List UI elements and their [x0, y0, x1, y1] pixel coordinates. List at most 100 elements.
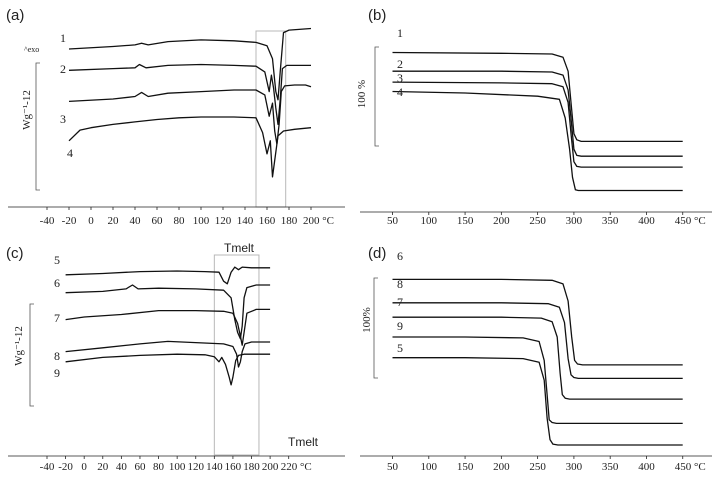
x-tick-label: 200	[493, 215, 510, 227]
series-label-4: 4	[67, 146, 73, 160]
x-tick-label: -40	[40, 215, 55, 227]
x-tick-label: 400	[638, 461, 655, 473]
x-tick-label: 140	[237, 215, 254, 227]
x-tick-label: 200	[493, 461, 510, 473]
series-line-7	[392, 316, 683, 400]
series-label-6: 6	[54, 276, 60, 290]
y-scale-bracket	[35, 62, 40, 191]
series-line-7	[65, 308, 271, 346]
x-tick-label: 400	[638, 215, 655, 227]
x-tick-label: 40	[116, 461, 128, 473]
y-scale-bracket	[29, 303, 34, 407]
series-label-1: 1	[60, 31, 66, 45]
series-label-3: 3	[60, 112, 66, 126]
x-tick-label: 300	[566, 461, 583, 473]
series-label-2: 2	[397, 57, 403, 71]
panel-4: (d) 100% 50 100 150 200 250 300 350 400 450 °C 6 8 7 9…	[360, 245, 712, 473]
x-tick-label: 50	[387, 461, 399, 473]
x-tick-label: 160	[225, 461, 242, 473]
x-tick-label: 20	[108, 215, 120, 227]
x-tick-label: 150	[457, 215, 474, 227]
series-label-4: 4	[397, 85, 403, 99]
x-tick-label: 150	[457, 461, 474, 473]
series-line-9	[65, 353, 271, 386]
x-tick-label: 100	[193, 215, 210, 227]
series-line-4	[68, 116, 312, 178]
panel-label: (d)	[368, 245, 386, 262]
series-line-8	[65, 340, 271, 368]
x-tick-label: 80	[153, 461, 165, 473]
x-tick-label: 20	[97, 461, 109, 473]
x-tick-label: -20	[58, 461, 73, 473]
x-tick-label: 250	[529, 461, 546, 473]
y-axis-label: Wg⁻¹-12	[13, 326, 25, 366]
x-tick-label: 450 °C	[675, 461, 706, 473]
x-tick-label: 300	[566, 215, 583, 227]
series-line-2	[68, 63, 311, 126]
series-line-3	[68, 84, 312, 145]
series-line-4	[392, 90, 683, 192]
x-tick-label: 100	[421, 461, 438, 473]
x-tick-label: 120	[187, 461, 204, 473]
melt-region-box	[213, 254, 260, 456]
series-line-5	[392, 357, 683, 446]
series-line-1	[68, 27, 312, 101]
y-scale-bracket	[373, 277, 378, 379]
x-tick-label: 0	[81, 461, 87, 473]
series-line-1	[392, 51, 683, 143]
x-tick-label: -20	[62, 215, 77, 227]
y-axis-label: 100 %	[356, 80, 368, 108]
x-tick-label: 80	[174, 215, 186, 227]
series-line-5	[65, 266, 271, 285]
series-label-6: 6	[397, 249, 403, 263]
x-tick-label: 450 °C	[675, 215, 706, 227]
series-label-9: 9	[397, 319, 403, 333]
x-tick-label: 200 °C	[303, 215, 334, 227]
series-label-2: 2	[60, 62, 66, 76]
x-tick-label: 50	[387, 215, 399, 227]
series-label-8: 8	[54, 349, 60, 363]
x-tick-label: 180	[243, 461, 260, 473]
x-tick-label: 350	[602, 215, 619, 227]
x-tick-label: 120	[215, 215, 232, 227]
y-scale-bracket	[374, 46, 379, 147]
series-line-8	[392, 302, 683, 380]
panel-1: (a) Wg⁻¹-12 -40 -20 0 20 40 60 80 100 120 140 160 180…	[6, 7, 345, 255]
x-tick-label: 200	[262, 461, 279, 473]
series-label-3: 3	[397, 71, 403, 85]
x-tick-label: 60	[152, 215, 164, 227]
series-label-5: 5	[54, 253, 60, 267]
series-label-7: 7	[54, 311, 60, 325]
panel-label: (a)	[6, 7, 24, 24]
x-tick-label: 180	[281, 215, 298, 227]
x-tick-label: 60	[134, 461, 146, 473]
exo-label: ^exo	[24, 45, 39, 54]
series-label-7: 7	[397, 295, 403, 309]
series-label-1: 1	[397, 26, 403, 40]
series-line-3	[392, 81, 683, 168]
x-tick-label: 160	[259, 215, 276, 227]
series-line-6	[392, 278, 683, 366]
x-tick-label: 350	[602, 461, 619, 473]
x-tick-label: 140	[206, 461, 223, 473]
series-line-6	[65, 284, 271, 340]
x-tick-label: 0	[88, 215, 94, 227]
series-label-9: 9	[54, 366, 60, 380]
x-tick-label: -40	[40, 461, 55, 473]
x-tick-label: 220 °C	[281, 461, 312, 473]
y-axis-label: Wg⁻¹-12	[21, 90, 33, 130]
series-line-9	[392, 336, 683, 425]
tmelt-annotation: Tmelt	[224, 241, 255, 255]
x-tick-label: 100	[169, 461, 186, 473]
panel-3: (c) Wg⁻¹-12 -40 -20 0 20 40 60 80 100 120 140 160 180…	[6, 245, 345, 473]
panel-2: (b) 100 % 50 100 150 200 250 300 350 400 450 °C 1 23…	[356, 7, 712, 227]
series-line-2	[392, 70, 683, 157]
series-label-8: 8	[397, 277, 403, 291]
panel-label: (c)	[6, 245, 24, 262]
tmelt-annotation: Tmelt	[288, 435, 319, 449]
series-label-5: 5	[397, 341, 403, 355]
x-tick-label: 250	[529, 215, 546, 227]
x-tick-label: 40	[130, 215, 142, 227]
x-tick-label: 100	[421, 215, 438, 227]
